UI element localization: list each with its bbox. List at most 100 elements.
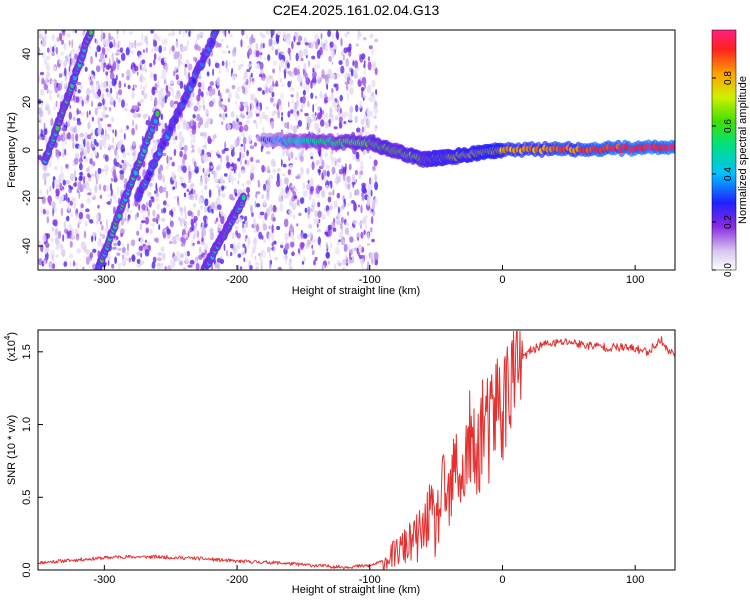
- noise-speck: [361, 267, 365, 270]
- noise-speck: [370, 216, 374, 225]
- noise-speck: [121, 99, 125, 108]
- noise-speck: [246, 180, 252, 186]
- noise-speck: [344, 254, 348, 261]
- noise-speck: [230, 111, 235, 118]
- noise-speck: [116, 140, 121, 150]
- noise-speck: [92, 75, 96, 80]
- y-tick-label: 1.5: [21, 344, 33, 359]
- noise-speck: [125, 251, 129, 256]
- noise-speck: [185, 122, 190, 132]
- noise-speck: [113, 158, 117, 167]
- noise-speck: [73, 157, 79, 165]
- noise-speck: [322, 113, 327, 121]
- noise-speck: [330, 202, 333, 211]
- noise-speck: [206, 71, 210, 77]
- noise-speck: [280, 51, 285, 55]
- noise-speck: [101, 30, 104, 39]
- noise-speck: [259, 73, 263, 78]
- noise-speck: [228, 50, 231, 54]
- noise-speck: [157, 252, 163, 256]
- noise-speck: [161, 38, 166, 45]
- noise-speck: [344, 72, 348, 81]
- noise-speck: [126, 69, 131, 77]
- noise-speck: [227, 162, 230, 168]
- noise-speck: [68, 40, 71, 47]
- noise-speck: [228, 30, 230, 34]
- noise-speck: [232, 60, 236, 64]
- noise-speck: [118, 224, 122, 230]
- noise-speck: [72, 141, 75, 149]
- noise-speck: [356, 247, 359, 254]
- noise-speck: [183, 62, 186, 68]
- noise-speck: [358, 174, 362, 180]
- noise-speck: [286, 121, 290, 130]
- noise-speck: [276, 173, 280, 182]
- noise-speck: [221, 60, 225, 66]
- noise-speck: [122, 151, 126, 159]
- noise-speck: [314, 112, 317, 117]
- snr-y-label: SNR (10 * v/v): [6, 415, 18, 485]
- noise-speck: [123, 133, 126, 140]
- noise-speck: [60, 51, 64, 56]
- noise-speck: [62, 151, 65, 158]
- noise-speck: [359, 164, 364, 170]
- noise-speck: [81, 99, 84, 107]
- noise-speck: [292, 125, 298, 134]
- noise-speck: [161, 121, 165, 129]
- noise-speck: [139, 260, 145, 266]
- noise-speck: [268, 205, 272, 212]
- noise-speck: [276, 167, 281, 172]
- noise-speck: [80, 203, 84, 209]
- trace-point: [89, 30, 94, 35]
- noise-speck: [99, 118, 103, 122]
- noise-speck: [373, 197, 378, 205]
- noise-speck: [199, 177, 203, 184]
- noise-speck: [225, 155, 230, 163]
- noise-speck: [197, 197, 203, 205]
- noise-speck: [327, 78, 330, 83]
- noise-speck: [216, 185, 219, 188]
- colorbar-tick-label: 0.2: [723, 215, 734, 229]
- noise-speck: [183, 45, 187, 52]
- noise-speck: [280, 158, 283, 167]
- noise-speck: [52, 46, 55, 53]
- y-tick-label: 20: [21, 96, 33, 108]
- noise-speck: [115, 74, 118, 81]
- noise-speck: [130, 49, 134, 55]
- noise-speck: [55, 46, 59, 55]
- noise-speck: [246, 159, 250, 167]
- noise-speck: [185, 256, 189, 265]
- noise-speck: [68, 65, 71, 72]
- noise-speck: [351, 181, 356, 185]
- noise-speck: [270, 158, 275, 167]
- noise-speck: [201, 237, 204, 242]
- noise-speck: [357, 244, 362, 253]
- noise-speck: [48, 90, 53, 94]
- noise-speck: [104, 164, 108, 171]
- noise-speck: [362, 97, 365, 101]
- noise-speck: [346, 84, 349, 91]
- noise-speck: [209, 81, 214, 87]
- noise-speck: [97, 239, 102, 248]
- noise-speck: [155, 237, 159, 243]
- noise-speck: [192, 189, 196, 195]
- noise-speck: [106, 201, 112, 205]
- noise-speck: [366, 84, 372, 94]
- noise-speck: [71, 57, 76, 67]
- noise-speck: [196, 113, 201, 122]
- noise-speck: [204, 242, 208, 251]
- noise-speck: [41, 260, 45, 267]
- noise-speck: [334, 263, 337, 270]
- noise-speck: [199, 72, 202, 81]
- noise-speck: [162, 174, 165, 183]
- noise-speck: [159, 164, 164, 171]
- noise-speck: [303, 233, 308, 239]
- noise-speck: [192, 234, 197, 239]
- noise-speck: [91, 70, 94, 75]
- noise-speck: [302, 68, 305, 75]
- noise-speck: [116, 30, 119, 35]
- noise-speck: [134, 40, 137, 49]
- noise-speck: [113, 242, 118, 247]
- noise-speck: [82, 30, 86, 37]
- noise-speck: [342, 54, 345, 61]
